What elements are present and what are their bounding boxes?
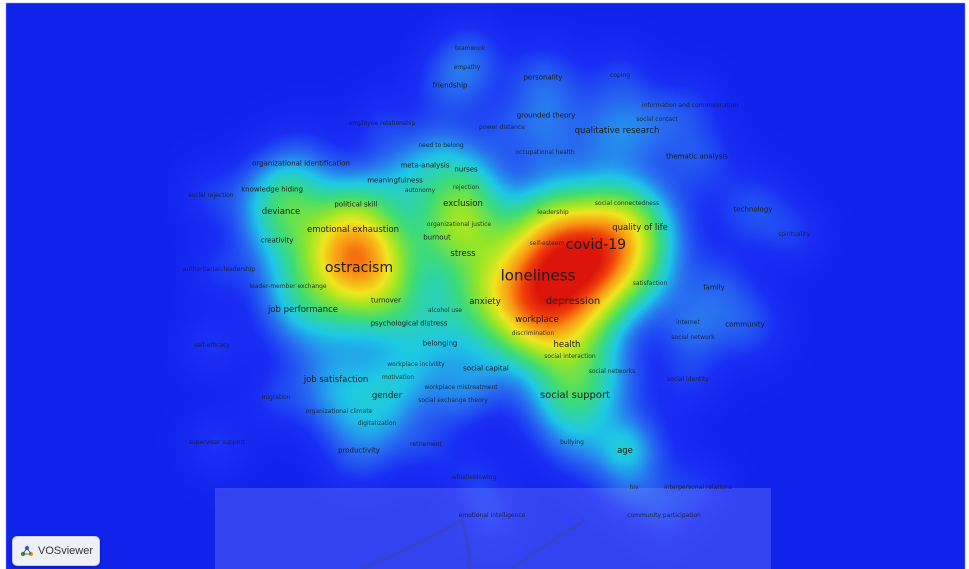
keyword-label[interactable]: retirement <box>410 441 442 448</box>
keyword-label[interactable]: community <box>725 320 765 329</box>
keyword-label[interactable]: leadership <box>537 209 569 216</box>
keyword-label[interactable]: family <box>703 283 725 292</box>
keyword-label[interactable]: belonging <box>422 339 458 348</box>
keyword-label[interactable]: creativity <box>260 236 294 245</box>
keyword-label[interactable]: social identity <box>667 376 709 383</box>
keyword-label[interactable]: covid-19 <box>565 237 627 253</box>
keyword-label[interactable]: information and communication <box>641 102 739 109</box>
keyword-label[interactable]: technology <box>733 205 773 214</box>
keyword-label[interactable]: organizational justice <box>426 221 492 228</box>
keyword-label[interactable]: supervisor support <box>188 439 246 446</box>
keyword-label[interactable]: migration <box>261 394 291 401</box>
keyword-label[interactable]: workplace <box>515 314 559 325</box>
keyword-label[interactable]: personality <box>523 73 563 82</box>
keyword-label[interactable]: workplace incivility <box>387 361 445 368</box>
keyword-label[interactable]: power distance <box>479 124 525 131</box>
keyword-label[interactable]: burnout <box>423 233 451 242</box>
keyword-label[interactable]: employee relationship <box>348 120 416 127</box>
keyword-label[interactable]: grounded theory <box>516 111 576 120</box>
vosviewer-logo-text: VOSviewer <box>38 545 94 557</box>
keyword-label[interactable]: satisfaction <box>632 280 668 287</box>
keyword-label[interactable]: health <box>553 339 581 350</box>
keyword-label[interactable]: knowledge hiding <box>241 185 303 194</box>
keyword-label[interactable]: productivity <box>338 446 380 455</box>
keyword-label[interactable]: organizational identification <box>252 159 350 168</box>
keyword-label[interactable]: rejection <box>452 184 480 191</box>
keyword-label[interactable]: internet <box>676 319 700 326</box>
keyword-label[interactable]: empathy <box>453 64 481 71</box>
overlay-panel <box>215 488 771 569</box>
vosviewer-logo-icon <box>20 545 34 557</box>
keyword-label[interactable]: social interaction <box>544 353 596 360</box>
keyword-label[interactable]: psychological distress <box>370 319 448 328</box>
keyword-label[interactable]: deviance <box>261 206 301 217</box>
keyword-label[interactable]: emotional exhaustion <box>306 224 400 235</box>
keyword-label[interactable]: workplace mistreatment <box>424 384 498 391</box>
keyword-label[interactable]: loneliness <box>500 266 576 285</box>
keyword-label[interactable]: quality of life <box>612 222 668 233</box>
keyword-label[interactable]: job satisfaction <box>303 374 369 385</box>
keyword-label[interactable]: exclusion <box>443 198 483 209</box>
keyword-label[interactable]: depression <box>545 296 601 307</box>
keyword-label[interactable]: hiv <box>629 484 639 491</box>
keyword-label[interactable]: thematic analysis <box>666 152 728 161</box>
keyword-label[interactable]: self-esteem <box>529 240 565 247</box>
keyword-label[interactable]: social exchange theory <box>418 397 488 404</box>
keyword-label[interactable]: meaningfulness <box>367 176 423 185</box>
keyword-label[interactable]: age <box>617 445 633 456</box>
keyword-label[interactable]: gender <box>371 390 403 401</box>
keyword-label[interactable]: meta-analysis <box>400 161 450 170</box>
keyword-label[interactable]: emotional intelligence <box>458 512 526 519</box>
keyword-label[interactable]: stress <box>450 248 476 259</box>
keyword-label[interactable]: interpersonal relations <box>664 484 732 491</box>
keyword-label[interactable]: qualitative research <box>574 125 660 136</box>
keyword-label[interactable]: social connectedness <box>594 200 660 207</box>
keyword-label[interactable]: social networks <box>588 368 636 375</box>
keyword-label[interactable]: teamwork <box>454 45 486 52</box>
keyword-label[interactable]: friendship <box>432 81 468 90</box>
keyword-label[interactable]: social contact <box>636 116 678 123</box>
keyword-label[interactable]: social network <box>671 334 715 341</box>
keyword-label[interactable]: bullying <box>560 439 584 446</box>
keyword-label[interactable]: occupational health <box>515 149 575 156</box>
keyword-label[interactable]: social rejection <box>188 192 234 199</box>
keyword-label[interactable]: job performance <box>267 304 339 315</box>
keyword-label[interactable]: need to belong <box>418 142 464 149</box>
keyword-label[interactable]: nurses <box>454 165 478 174</box>
keyword-label[interactable]: social capital <box>463 364 509 373</box>
keyword-label[interactable]: self-efficacy <box>194 342 230 349</box>
keyword-label[interactable]: whistleblowing <box>451 474 497 481</box>
keyword-label[interactable]: alcohol use <box>428 307 462 314</box>
keyword-label[interactable]: social support <box>539 390 611 401</box>
keyword-label[interactable]: authoritarian leadership <box>182 266 256 273</box>
keyword-label[interactable]: turnover <box>371 296 401 305</box>
keyword-label[interactable]: motivation <box>381 374 415 381</box>
keyword-label[interactable]: organizational climate <box>305 408 373 415</box>
keyword-label[interactable]: political skill <box>334 200 378 209</box>
keyword-label[interactable]: leader-member exchange <box>249 283 327 290</box>
keyword-label[interactable]: discrimination <box>511 330 555 337</box>
keyword-label[interactable]: digitalization <box>357 420 397 427</box>
vosviewer-logo[interactable]: VOSviewer <box>12 536 100 566</box>
keyword-label[interactable]: coping <box>609 72 631 79</box>
keyword-label[interactable]: ostracism <box>324 260 394 276</box>
keyword-label[interactable]: community participation <box>627 512 701 519</box>
keyword-label[interactable]: spirituality <box>778 231 810 238</box>
keyword-label[interactable]: autonomy <box>404 187 436 194</box>
keyword-label[interactable]: anxiety <box>469 296 501 307</box>
